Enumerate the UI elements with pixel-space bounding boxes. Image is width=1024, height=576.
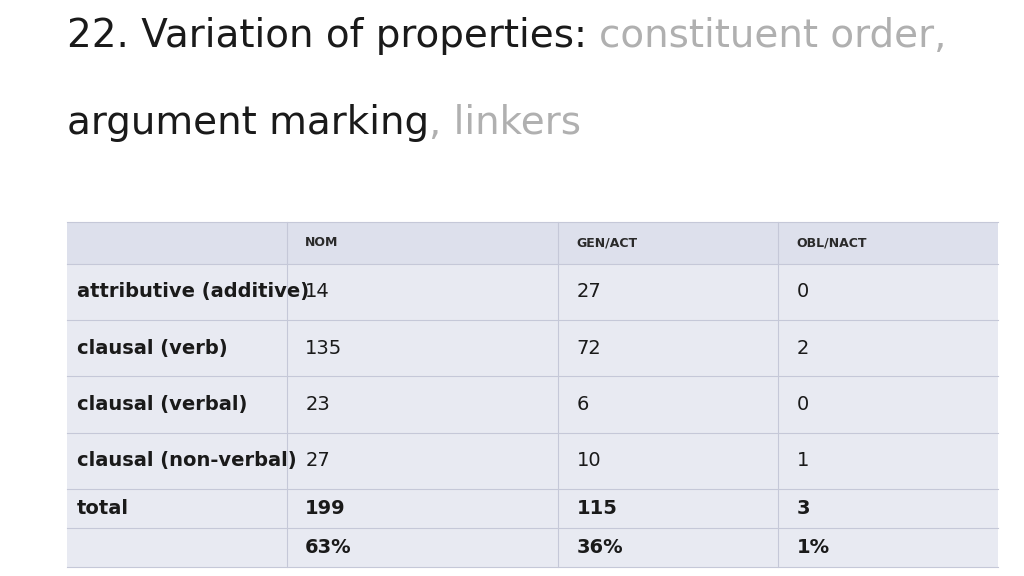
Text: 36%: 36% bbox=[577, 538, 624, 557]
Text: 6: 6 bbox=[577, 395, 589, 414]
Text: 3: 3 bbox=[797, 499, 810, 518]
Bar bbox=[67, 433, 998, 489]
Text: 0: 0 bbox=[797, 282, 809, 301]
Text: 27: 27 bbox=[577, 282, 601, 301]
Text: 10: 10 bbox=[577, 451, 601, 470]
Bar bbox=[67, 264, 998, 320]
Text: 1: 1 bbox=[797, 451, 809, 470]
Text: clausal (verbal): clausal (verbal) bbox=[77, 395, 247, 414]
Bar bbox=[67, 222, 998, 264]
Text: 72: 72 bbox=[577, 339, 601, 358]
Text: 14: 14 bbox=[305, 282, 330, 301]
Bar bbox=[67, 320, 998, 376]
Text: 199: 199 bbox=[305, 499, 346, 518]
Text: OBL/NACT: OBL/NACT bbox=[797, 236, 867, 249]
Text: argument marking: argument marking bbox=[67, 104, 429, 142]
Bar bbox=[67, 528, 998, 567]
Text: 1%: 1% bbox=[797, 538, 829, 557]
Text: 27: 27 bbox=[305, 451, 330, 470]
Text: 22. Variation of properties:: 22. Variation of properties: bbox=[67, 17, 599, 55]
Bar bbox=[67, 489, 998, 528]
Text: clausal (non-verbal): clausal (non-verbal) bbox=[77, 451, 296, 470]
Text: 63%: 63% bbox=[305, 538, 352, 557]
Text: total: total bbox=[77, 499, 129, 518]
Text: 0: 0 bbox=[797, 395, 809, 414]
Text: 115: 115 bbox=[577, 499, 617, 518]
Text: , linkers: , linkers bbox=[429, 104, 581, 142]
Text: constituent order,: constituent order, bbox=[599, 17, 946, 55]
Bar bbox=[67, 376, 998, 433]
Text: NOM: NOM bbox=[305, 236, 339, 249]
Text: GEN/ACT: GEN/ACT bbox=[577, 236, 638, 249]
Text: 135: 135 bbox=[305, 339, 342, 358]
Text: clausal (verb): clausal (verb) bbox=[77, 339, 227, 358]
Text: 23: 23 bbox=[305, 395, 330, 414]
Text: attributive (additive): attributive (additive) bbox=[77, 282, 309, 301]
Text: 2: 2 bbox=[797, 339, 809, 358]
